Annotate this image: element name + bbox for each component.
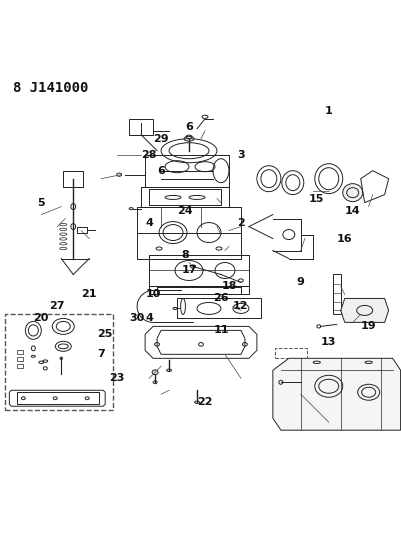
Text: 27: 27 xyxy=(49,302,65,311)
Text: 23: 23 xyxy=(109,373,125,383)
Text: 5: 5 xyxy=(37,198,45,208)
Text: 8 J141000: 8 J141000 xyxy=(13,81,89,95)
Polygon shape xyxy=(340,298,388,322)
Text: 11: 11 xyxy=(213,325,228,335)
Text: 13: 13 xyxy=(320,337,336,348)
Text: 18: 18 xyxy=(221,281,236,292)
Bar xyxy=(5,314,113,410)
Ellipse shape xyxy=(342,184,362,201)
Text: 6: 6 xyxy=(184,122,192,132)
Text: 17: 17 xyxy=(181,265,196,276)
Text: 26: 26 xyxy=(213,294,228,303)
Text: 4: 4 xyxy=(145,217,153,228)
Text: 19: 19 xyxy=(360,321,376,332)
Text: 10: 10 xyxy=(145,289,160,300)
Polygon shape xyxy=(272,358,400,430)
Text: 4: 4 xyxy=(145,313,153,324)
Text: 16: 16 xyxy=(336,233,352,244)
Text: 14: 14 xyxy=(344,206,360,216)
Text: 21: 21 xyxy=(81,289,97,300)
Text: 22: 22 xyxy=(197,397,212,407)
Ellipse shape xyxy=(152,370,158,375)
Text: 8: 8 xyxy=(181,249,188,260)
Text: 1: 1 xyxy=(324,106,332,116)
Text: 25: 25 xyxy=(97,329,113,340)
Text: 9: 9 xyxy=(296,278,304,287)
Text: 7: 7 xyxy=(97,349,105,359)
Text: 2: 2 xyxy=(237,217,244,228)
Text: 24: 24 xyxy=(177,206,192,216)
Bar xyxy=(274,349,306,358)
Text: 28: 28 xyxy=(141,150,156,160)
Text: 30: 30 xyxy=(129,313,144,324)
Text: 20: 20 xyxy=(34,313,49,324)
Text: 15: 15 xyxy=(308,193,324,204)
Text: 3: 3 xyxy=(237,150,244,160)
Text: 12: 12 xyxy=(233,302,248,311)
Text: 29: 29 xyxy=(153,134,168,144)
Text: 6: 6 xyxy=(157,166,164,176)
